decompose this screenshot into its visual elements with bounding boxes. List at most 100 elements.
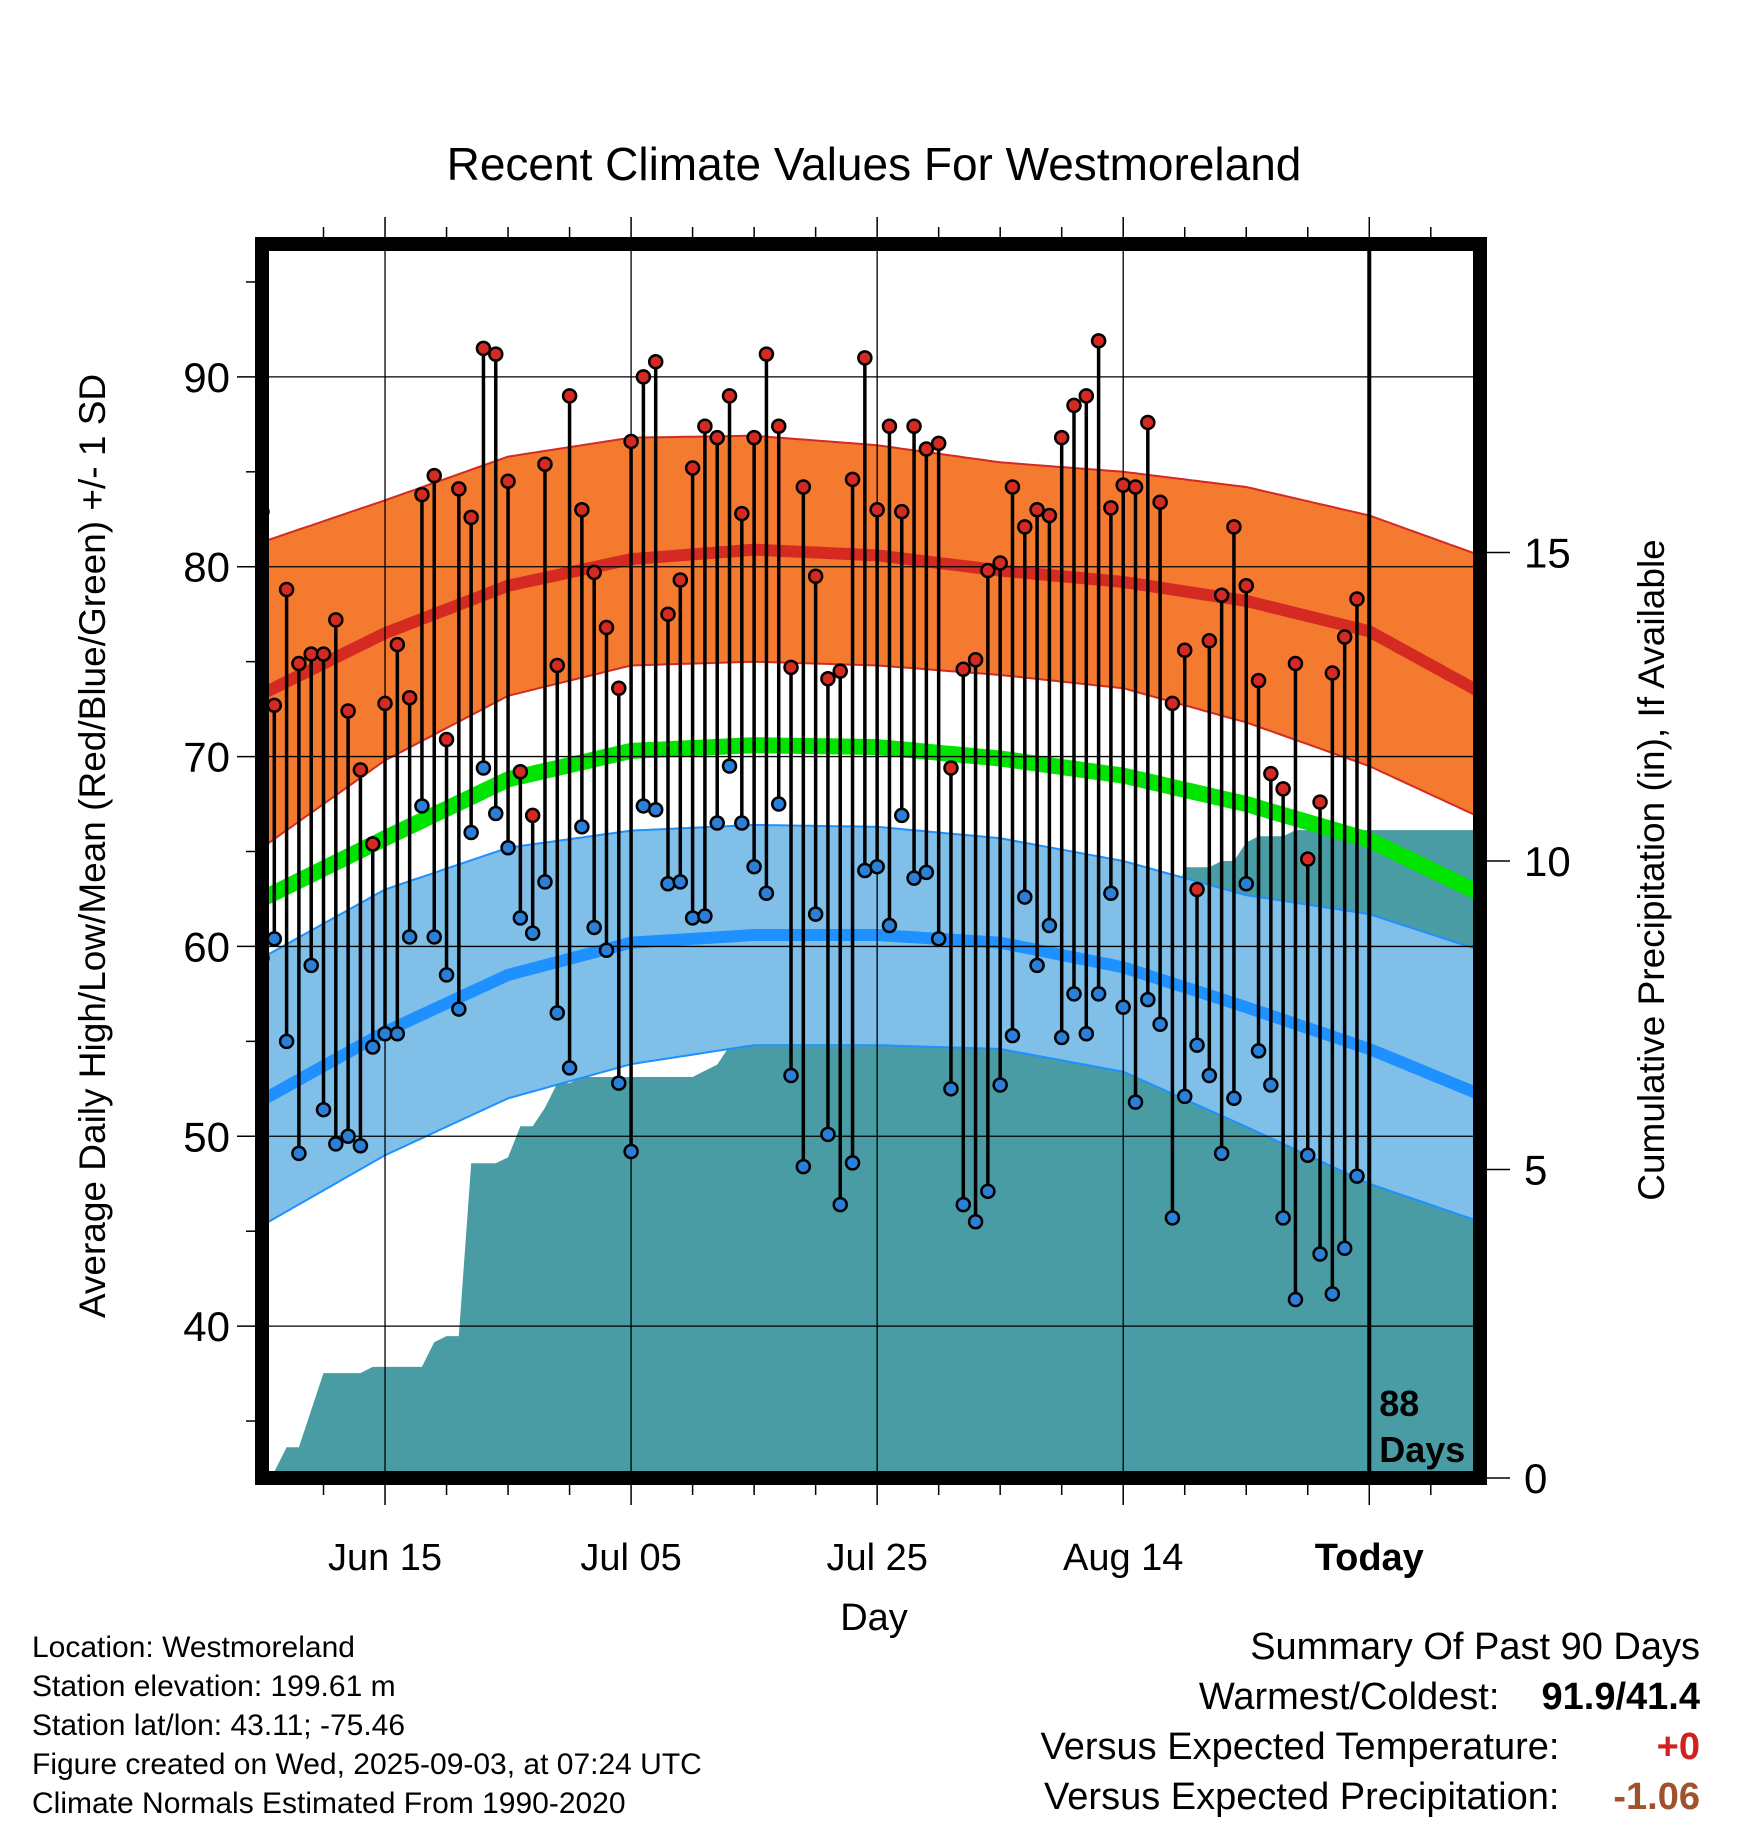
daily-low-point	[1201, 1067, 1218, 1084]
daily-low-point	[1213, 1145, 1230, 1162]
daily-high-point	[746, 429, 762, 446]
daily-high-point	[438, 731, 455, 748]
daily-high-point	[869, 502, 885, 518]
daily-low-point	[414, 798, 430, 814]
daily-low-point	[795, 1158, 812, 1175]
daily-high-point	[328, 612, 344, 628]
normal-mean-line	[262, 737, 1480, 907]
x-tick-label: Today	[1315, 1537, 1424, 1579]
daily-high-point	[1041, 507, 1058, 524]
daily-low-point	[1324, 1286, 1341, 1302]
y-tick-label-left: 80	[183, 544, 230, 591]
daily-low-point	[549, 1005, 566, 1021]
daily-high-point	[586, 564, 602, 581]
daily-high-point	[1213, 587, 1230, 603]
daily-low-point	[340, 1128, 356, 1145]
high-band-upper-edge	[262, 434, 1480, 557]
daily-high-point	[623, 433, 639, 450]
daily-high-point	[598, 619, 615, 636]
daily-low-point	[1164, 1210, 1181, 1226]
daily-high-point	[611, 680, 627, 696]
daily-low-point	[1250, 1043, 1267, 1059]
daily-low-point	[426, 929, 442, 945]
daily-low-point	[451, 1001, 467, 1017]
daily-high-point	[955, 661, 972, 678]
daily-low-point	[844, 1155, 861, 1171]
daily-low-point	[709, 815, 725, 831]
daily-low-point	[266, 931, 283, 947]
daily-high-point	[1189, 881, 1205, 898]
daily-high-point	[660, 606, 676, 622]
daily-high-point	[1275, 781, 1291, 797]
elevation-text: Station elevation: 199.61 m	[32, 1670, 396, 1703]
daily-low-point	[746, 858, 762, 875]
daily-high-point	[426, 467, 442, 484]
daily-high-point	[832, 663, 848, 679]
x-tick-label: Jul 25	[826, 1537, 927, 1579]
expected-precip-row: Versus Expected Precipitation: -1.06	[1041, 1772, 1700, 1822]
daily-low-point	[574, 819, 590, 835]
daily-low-point	[328, 1136, 344, 1152]
daily-high-point	[881, 418, 898, 435]
y-axis-label-left: Average Daily High/Low/Mean (Red/Blue/Gr…	[72, 374, 113, 1318]
daily-high-point	[709, 429, 725, 446]
daily-high-point	[770, 418, 787, 435]
summary-panel: Summary Of Past 90 Days Warmest/Coldest:…	[1041, 1622, 1700, 1822]
daily-low-point	[881, 917, 898, 934]
daily-low-point	[918, 864, 935, 881]
daily-low-point	[401, 929, 418, 945]
y-tick-label-right: 0	[1524, 1455, 1547, 1502]
daily-high-point	[1312, 794, 1328, 810]
daily-high-point	[1029, 502, 1045, 518]
daily-high-point	[1300, 851, 1316, 867]
daily-high-point	[1238, 577, 1254, 594]
daily-low-point	[1189, 1037, 1205, 1053]
daily-low-point	[930, 931, 947, 947]
daily-high-point	[475, 340, 492, 357]
daily-high-point	[1066, 397, 1082, 414]
daily-low-point	[1041, 917, 1058, 934]
warmest-coldest-label: Warmest/Coldest:	[1198, 1676, 1500, 1718]
daily-high-point	[266, 697, 283, 714]
daily-low-point	[315, 1101, 332, 1118]
daily-high-point	[1287, 655, 1304, 672]
daily-low-point	[352, 1138, 369, 1154]
daily-high-point	[315, 646, 332, 662]
daily-low-point	[303, 957, 319, 974]
station-info: Location: Westmoreland Station elevation…	[32, 1628, 702, 1823]
daily-low-point	[1078, 1026, 1095, 1042]
daily-high-point	[857, 350, 873, 366]
daily-high-point	[1201, 633, 1218, 649]
daily-high-point	[980, 562, 996, 579]
daily-high-point	[1324, 665, 1341, 681]
warmest-coldest-row: Warmest/Coldest: 91.9/41.4	[1041, 1672, 1700, 1722]
daily-low-point	[943, 1081, 959, 1097]
y-tick-label-left: 40	[183, 1303, 230, 1350]
daily-high-point	[894, 503, 910, 520]
daily-high-point	[1103, 500, 1119, 516]
daily-low-point	[500, 839, 516, 856]
location-text: Location: Westmoreland	[32, 1631, 355, 1664]
normals-text: Climate Normals Estimated From 1990-2020	[32, 1787, 626, 1820]
y-axis-label-right: Cumulative Precipitation (in), If Availa…	[1631, 539, 1672, 1201]
daily-high-point	[943, 760, 959, 776]
daily-low-point	[586, 919, 602, 936]
daily-high-point	[635, 369, 652, 385]
daily-low-point	[475, 760, 492, 776]
daily-low-point	[1004, 1027, 1021, 1044]
daily-high-point	[537, 456, 553, 472]
plot-content	[262, 244, 1480, 1478]
daily-low-point	[635, 798, 652, 814]
daily-high-point	[721, 388, 738, 404]
daily-low-point	[820, 1126, 836, 1143]
plot-area: 88 Days 40 50 60 70 80 90 0 5 10 15 Jun 15 Jul 05 Jul …	[183, 217, 1571, 1579]
daily-low-point	[623, 1143, 639, 1160]
daily-high-point	[1250, 672, 1267, 689]
y-tick-label-right: 15	[1524, 530, 1571, 577]
y-tick-label-right: 5	[1524, 1147, 1547, 1194]
daily-high-point	[389, 636, 406, 653]
daily-low-point	[1127, 1094, 1144, 1110]
daily-low-point	[1090, 986, 1107, 1002]
daily-high-point	[278, 581, 295, 598]
daily-low-point	[1349, 1168, 1365, 1184]
